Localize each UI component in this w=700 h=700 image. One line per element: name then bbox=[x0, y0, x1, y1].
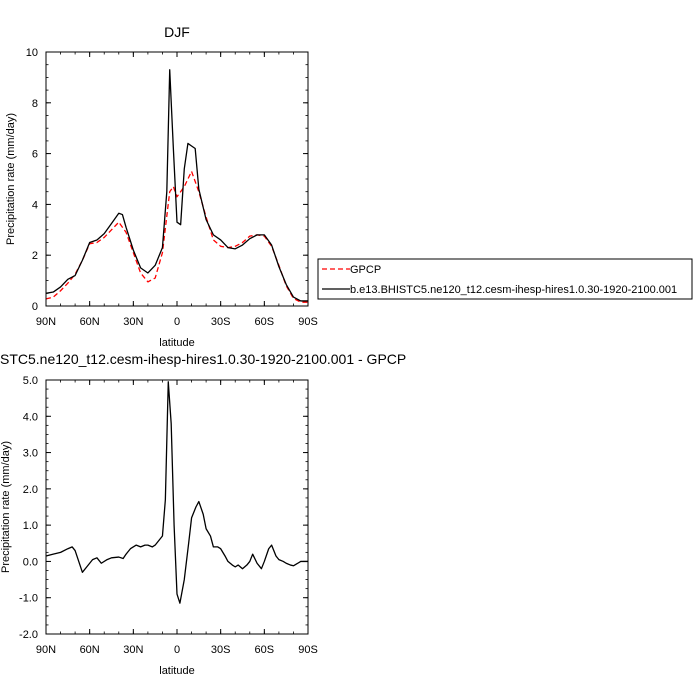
chart-top-plot-frame bbox=[45, 51, 309, 307]
y-tick-label: -1.0 bbox=[19, 593, 38, 605]
chart-bottom-series-group bbox=[45, 381, 308, 604]
y-tick-label: -2.0 bbox=[19, 629, 38, 641]
x-tick-label: 90N bbox=[36, 644, 56, 656]
series-line-0 bbox=[45, 170, 308, 303]
x-tick-label: 90N bbox=[36, 316, 56, 328]
x-tick-label: 60N bbox=[80, 316, 100, 328]
chart-bottom: STC5.ne120_t12.cesm-ihesp-hires1.0.30-19… bbox=[0, 351, 406, 677]
y-tick-label: 6 bbox=[32, 149, 38, 161]
chart-top-title: DJF bbox=[164, 24, 190, 40]
chart-top-x-axis-label: latitude bbox=[159, 337, 194, 349]
series-line-1 bbox=[45, 69, 308, 302]
chart-bottom-y-axis-label: Precipitation rate (mm/day) bbox=[0, 441, 12, 573]
x-tick-label: 90S bbox=[298, 644, 318, 656]
chart-bottom-x-axis: 90N 60N 30N 0 30S 60S 90S bbox=[36, 380, 318, 656]
y-tick-label: 0.0 bbox=[23, 556, 38, 568]
x-tick-label: 90S bbox=[298, 316, 318, 328]
series-line-0 bbox=[45, 381, 308, 604]
y-tick-label: 10 bbox=[26, 47, 38, 59]
y-tick-label: 5.0 bbox=[23, 375, 38, 387]
y-tick-label: 3.0 bbox=[23, 448, 38, 460]
y-tick-label: 2 bbox=[32, 250, 38, 262]
legend-label-gpcp: GPCP bbox=[350, 264, 381, 276]
x-tick-label: 60S bbox=[255, 316, 275, 328]
x-tick-label: 30N bbox=[123, 644, 143, 656]
y-tick-label: 1.0 bbox=[23, 520, 38, 532]
y-tick-label: 2.0 bbox=[23, 484, 38, 496]
chart-top-series-group bbox=[45, 69, 308, 303]
x-tick-label: 0 bbox=[174, 644, 180, 656]
chart-bottom-y-axis: -2.0 -1.0 0.0 1.0 2.0 3.0 4.0 5.0 bbox=[19, 375, 308, 641]
chart-top-legend: GPCP b.e13.BHISTC5.ne120_t12.cesm-ihesp-… bbox=[317, 258, 693, 300]
chart-top-x-axis: 90N 60N 30N 0 30S 60S 90S bbox=[36, 52, 318, 328]
legend-frame bbox=[317, 258, 693, 300]
y-tick-label: 0 bbox=[32, 301, 38, 313]
x-tick-label: 30S bbox=[211, 316, 231, 328]
x-tick-label: 30S bbox=[211, 644, 231, 656]
chart-top: DJF 90N 60N 30N 0 30S 60S 90S 0 2 4 6 8 10 latitude… bbox=[5, 24, 693, 349]
legend-label-model: b.e13.BHISTC5.ne120_t12.cesm-ihesp-hires… bbox=[350, 284, 677, 296]
x-tick-label: 30N bbox=[123, 316, 143, 328]
x-tick-label: 60S bbox=[255, 644, 275, 656]
x-tick-label: 60N bbox=[80, 644, 100, 656]
y-tick-label: 4 bbox=[32, 199, 38, 211]
y-tick-label: 4.0 bbox=[23, 411, 38, 423]
chart-top-y-axis-label: Precipitation rate (mm/day) bbox=[5, 113, 17, 245]
y-tick-label: 8 bbox=[32, 98, 38, 110]
x-tick-label: 0 bbox=[174, 316, 180, 328]
chart-top-y-axis: 0 2 4 6 8 10 bbox=[26, 47, 308, 313]
chart-bottom-x-axis-label: latitude bbox=[159, 665, 194, 677]
chart-bottom-title: STC5.ne120_t12.cesm-ihesp-hires1.0.30-19… bbox=[0, 351, 406, 367]
